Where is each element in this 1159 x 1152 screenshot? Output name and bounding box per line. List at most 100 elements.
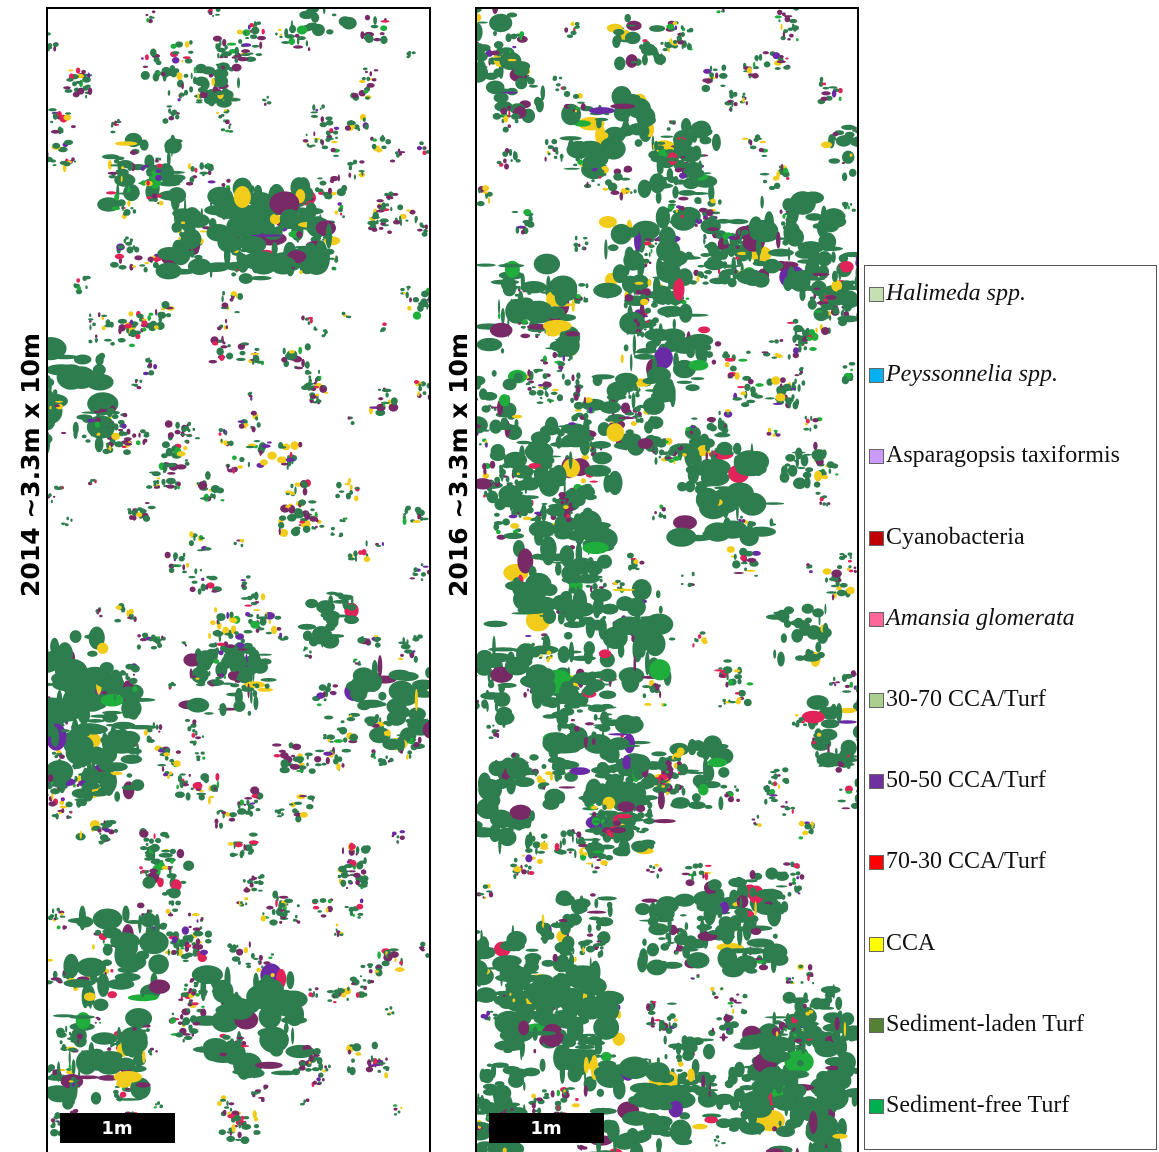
benthic-patch (479, 388, 487, 400)
benthic-patch (249, 395, 253, 397)
benthic-patch (405, 220, 408, 222)
benthic-patch (620, 582, 625, 586)
benthic-patch (673, 515, 697, 530)
benthic-patch (234, 186, 251, 208)
benthic-patch (780, 805, 785, 807)
benthic-patch (545, 157, 547, 162)
benthic-patch (733, 443, 741, 455)
benthic-patch (389, 948, 399, 951)
benthic-patch (156, 263, 182, 280)
benthic-patch (400, 288, 404, 291)
benthic-patch (793, 319, 799, 324)
benthic-patch (770, 771, 777, 773)
benthic-patch (114, 619, 121, 623)
benthic-patch (289, 350, 295, 354)
benthic-patch (42, 677, 45, 687)
benthic-patch (65, 1026, 67, 1033)
benthic-patch (236, 294, 238, 298)
benthic-patch (250, 690, 253, 704)
benthic-patch (402, 685, 407, 699)
benthic-patch (334, 739, 343, 743)
benthic-patch (307, 795, 315, 800)
benthic-patch (256, 53, 263, 56)
benthic-patch (165, 756, 169, 761)
benthic-patch (205, 939, 212, 944)
benthic-patch (337, 188, 346, 196)
benthic-patch (258, 627, 265, 630)
benthic-patch (770, 518, 774, 526)
benthic-patch (308, 988, 311, 991)
benthic-patch (398, 658, 404, 660)
benthic-patch (186, 792, 191, 800)
benthic-patch (501, 417, 508, 426)
benthic-patch (241, 1136, 250, 1144)
benthic-patch (219, 428, 224, 432)
benthic-patch (75, 81, 82, 84)
benthic-patch (309, 1061, 311, 1064)
benthic-patch (78, 706, 90, 724)
benthic-patch (119, 431, 125, 437)
benthic-patch (50, 788, 60, 794)
benthic-patch (137, 644, 141, 649)
benthic-patch (146, 181, 150, 186)
benthic-patch (148, 954, 169, 974)
benthic-patch (309, 224, 311, 230)
benthic-patch (391, 397, 398, 405)
benthic-patch (175, 792, 185, 798)
benthic-patch (346, 887, 348, 889)
benthic-patch (125, 443, 133, 446)
benthic-patch (413, 312, 421, 320)
benthic-patch (226, 612, 229, 619)
benthic-patch (724, 794, 729, 798)
benthic-patch (305, 370, 310, 375)
benthic-patch (400, 830, 406, 833)
benthic-patch (744, 699, 752, 707)
benthic-patch (118, 319, 127, 324)
benthic-patch (513, 874, 516, 879)
benthic-patch (52, 143, 60, 149)
benthic-patch (109, 820, 113, 824)
benthic-patch (40, 40, 44, 43)
benthic-patch (267, 441, 272, 443)
benthic-patch (57, 1121, 59, 1123)
benthic-patch (461, 1098, 466, 1103)
benthic-patch (354, 174, 356, 179)
benthic-patch (77, 1034, 83, 1039)
benthic-patch (238, 804, 241, 809)
benthic-patch (415, 218, 417, 224)
benthic-patch (173, 552, 178, 559)
benthic-patch (537, 401, 544, 404)
benthic-patch (323, 691, 326, 697)
benthic-patch (360, 975, 362, 977)
benthic-patch (788, 402, 791, 409)
benthic-patch (241, 639, 245, 644)
benthic-patch (155, 309, 157, 316)
benthic-patch (257, 422, 261, 428)
benthic-patch (436, 1096, 459, 1107)
benthic-patch (158, 731, 160, 733)
benthic-patch (192, 1002, 199, 1005)
benthic-patch (185, 719, 190, 722)
benthic-patch (258, 961, 260, 964)
benthic-patch (486, 725, 491, 729)
benthic-patch (86, 962, 90, 976)
benthic-patch (398, 1111, 401, 1114)
benthic-patch (125, 1090, 147, 1092)
benthic-patch (478, 189, 481, 193)
benthic-patch (245, 963, 251, 965)
benthic-patch (548, 145, 554, 149)
benthic-patch (714, 1139, 717, 1142)
benthic-patch (122, 1088, 125, 1091)
benthic-patch (832, 90, 837, 97)
benthic-patch (117, 199, 126, 206)
benthic-patch (651, 751, 666, 756)
benthic-patch (260, 459, 268, 465)
benthic-patch (192, 719, 196, 724)
benthic-patch (91, 1067, 111, 1071)
benthic-patch (69, 1080, 74, 1082)
benthic-patch (326, 223, 333, 248)
benthic-patch (347, 162, 353, 166)
benthic-patch (196, 938, 200, 944)
benthic-patch (196, 793, 206, 795)
benthic-patch (116, 169, 129, 176)
